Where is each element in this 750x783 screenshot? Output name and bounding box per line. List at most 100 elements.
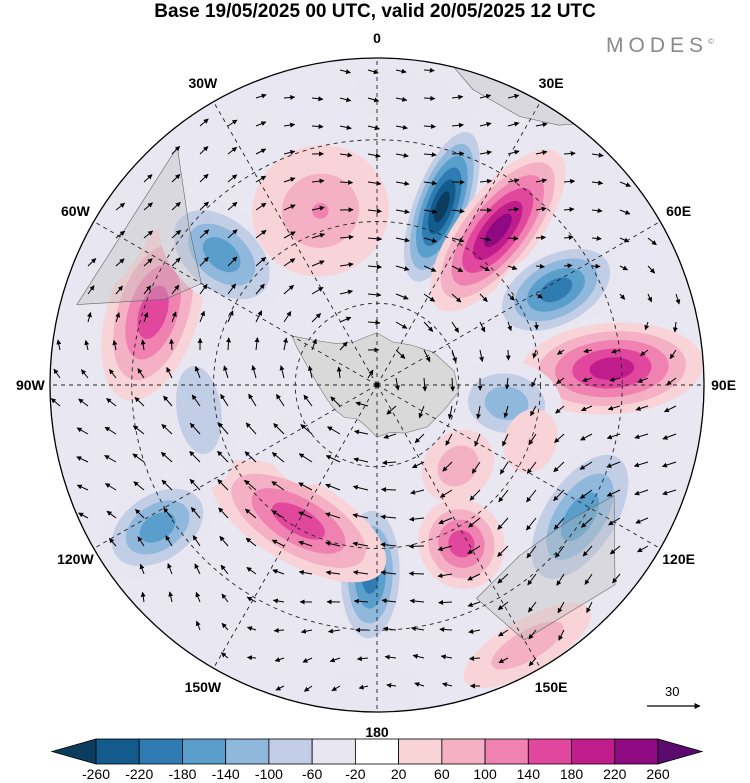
wind-arrow [555, 405, 565, 414]
wind-arrow [227, 283, 236, 295]
anomaly-core [436, 196, 448, 218]
wind-arrow [635, 517, 649, 524]
continent-outline [76, 146, 202, 305]
wind-arrow [383, 433, 397, 439]
wind-arrow [498, 629, 509, 637]
colorbar-segment [441, 738, 486, 765]
wind-arrow [395, 180, 410, 186]
continent-outline [476, 495, 616, 641]
anomaly-core [456, 538, 467, 550]
wind-arrow [302, 657, 313, 663]
wind-arrow [339, 262, 354, 268]
wind-arrow [271, 539, 285, 547]
wind-arrow [255, 229, 267, 239]
wind-arrow [507, 121, 520, 127]
wind-arrow [479, 349, 484, 362]
wind-arrow [591, 263, 601, 269]
wind-arrow [169, 338, 175, 351]
meridian-line [213, 384, 378, 669]
wind-arrow [353, 457, 369, 463]
wind-arrow [255, 202, 267, 211]
longitude-label: 180 [365, 723, 389, 740]
wind-arrow [50, 398, 61, 407]
wind-arrow [437, 573, 453, 579]
wind-arrow [423, 95, 436, 101]
colorbar-segment [50, 738, 97, 765]
colorbar-tick-label: 140 [516, 766, 540, 782]
wind-arrow [498, 657, 509, 664]
wind-arrow [386, 682, 397, 688]
wind-arrow [606, 433, 621, 440]
wind-arrow [468, 517, 481, 528]
wind-arrow [479, 265, 491, 272]
wind-arrow [339, 289, 353, 295]
wind-arrow [137, 368, 145, 379]
wind-arrow [408, 571, 425, 577]
wind-arrow [526, 489, 537, 503]
wind-arrow [84, 339, 90, 351]
wind-arrow [499, 461, 509, 475]
anomaly-center [489, 239, 623, 341]
wind-arrow [132, 425, 145, 435]
wind-arrow [535, 150, 548, 156]
wind-arrow [528, 657, 537, 667]
wind-arrow [279, 365, 285, 379]
wind-arrow [503, 405, 509, 419]
wind-arrow [325, 570, 341, 576]
wind-arrow [410, 489, 425, 495]
wind-arrow [328, 628, 341, 634]
wind-arrow [563, 263, 573, 269]
wind-arrow [584, 573, 593, 585]
wind-arrow [382, 460, 397, 466]
wind-arrow [78, 398, 89, 407]
colorbar-segment [225, 738, 270, 765]
anomaly-core [519, 640, 536, 651]
wind-arrow [227, 256, 238, 267]
wind-arrow [171, 229, 182, 239]
wind-arrow [637, 545, 649, 553]
wind-arrow [143, 258, 153, 267]
wind-arrow [303, 685, 313, 692]
wind-arrow [440, 654, 453, 660]
wind-arrow [414, 433, 425, 444]
colorbar-segment [311, 738, 356, 765]
anomaly-core [499, 398, 514, 409]
wind-arrow [273, 423, 285, 435]
wind-arrow [221, 593, 229, 603]
meridian-line [376, 384, 661, 549]
wind-arrow [199, 173, 209, 183]
wind-arrow [223, 365, 229, 379]
wind-arrow [220, 564, 229, 575]
wind-arrow [553, 461, 565, 473]
wind-arrow [507, 206, 520, 212]
wind-arrow [644, 321, 650, 331]
anomaly-core [548, 283, 564, 296]
wind-arrow [409, 516, 425, 522]
anomaly-center [252, 145, 389, 277]
wind-arrow [255, 175, 267, 183]
brand-logo: MODES© [606, 34, 714, 58]
wind-arrow [586, 601, 593, 614]
wind-arrow [191, 394, 201, 407]
wind-arrow [339, 152, 353, 158]
wind-arrow [298, 570, 313, 575]
wind-arrow [339, 69, 351, 75]
wind-arrow [637, 377, 649, 383]
wind-arrow [479, 121, 492, 127]
wind-arrow [580, 433, 593, 441]
wind-arrow [447, 405, 453, 420]
wind-arrow [530, 405, 537, 417]
copyright-mark: © [708, 37, 714, 46]
colorbar-tick-label: -180 [168, 766, 197, 782]
wind-arrow [526, 461, 537, 474]
wind-arrow [115, 230, 126, 239]
wind-arrow [311, 205, 325, 211]
wind-arrow [451, 293, 462, 303]
wind-arrow [367, 97, 380, 103]
wind-arrow [556, 573, 565, 586]
wind-arrow [423, 152, 437, 158]
colorbar-tick-label: -260 [81, 766, 111, 782]
wind-arrow [409, 598, 425, 604]
wind-arrow [395, 68, 407, 74]
colorbar-tick-label: -220 [125, 766, 154, 782]
